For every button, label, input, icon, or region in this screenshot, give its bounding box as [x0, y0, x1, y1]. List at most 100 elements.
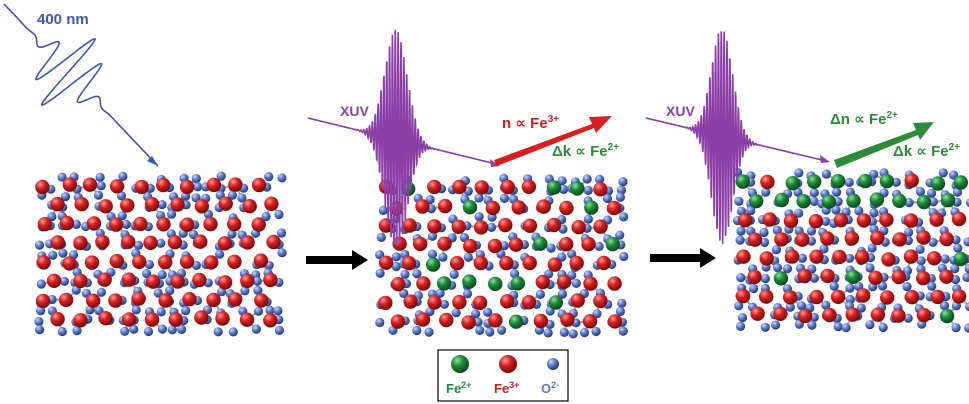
fe3-atom	[263, 272, 278, 288]
fe3-atom	[206, 177, 222, 193]
fe3-atom	[511, 200, 526, 215]
oxygen-atom	[736, 226, 746, 236]
oxygen-atom	[72, 326, 82, 336]
fe3-atom	[832, 249, 847, 265]
oxygen-atom	[616, 185, 627, 195]
fe3-atom	[50, 196, 65, 212]
oxygen-atom	[557, 289, 568, 299]
fe3-atom	[930, 289, 945, 305]
oxygen-atom	[796, 301, 807, 311]
fe3-atom	[97, 272, 112, 287]
fe3-atom	[891, 308, 906, 323]
oxygen-atom	[253, 285, 263, 295]
oxygen-atom	[809, 188, 819, 198]
oxygen-atom	[965, 198, 969, 208]
oxygen-atom	[144, 259, 154, 270]
lattice-panel-excited-state	[375, 173, 629, 339]
oxygen-atom	[497, 325, 507, 335]
oxygen-atom	[48, 250, 58, 260]
fe3-atom	[500, 294, 515, 309]
fe2-atom	[605, 236, 620, 252]
fe3-atom	[892, 232, 907, 247]
oxygen-atom	[594, 241, 604, 251]
fe3-atom	[533, 313, 549, 329]
refractive-index-label-2-main: Δn ∝ Fe	[830, 111, 886, 128]
fe3-atom	[437, 236, 452, 251]
fe3-atom	[903, 249, 919, 264]
fe3-atom	[581, 236, 596, 252]
lattice-panel-relaxed-state	[732, 167, 969, 333]
oxygen-atom	[618, 177, 628, 187]
fe3-atom	[73, 313, 88, 328]
oxygen-atom	[34, 240, 45, 250]
fe3-atom	[856, 213, 872, 228]
fe2-atom	[807, 174, 822, 189]
legend-label-fe3: Fe3+	[494, 380, 519, 396]
fe3-atom	[439, 312, 454, 328]
oxygen-atom	[277, 248, 287, 258]
fe3-atom	[822, 307, 837, 323]
fe3-atom	[378, 255, 394, 270]
oxygen-atom	[57, 326, 67, 337]
oxygen-atom	[749, 283, 759, 294]
xuv-pulse-icon	[645, 31, 830, 244]
oxygen-atom	[821, 216, 831, 226]
fe3-atom	[759, 289, 774, 304]
fe3-atom	[227, 217, 242, 232]
fe3-atom	[747, 269, 762, 285]
oxygen-atom	[734, 196, 744, 206]
fe3-atom	[170, 197, 185, 212]
oxygen-atom	[845, 283, 855, 293]
oxygen-atom	[375, 268, 385, 278]
fe3-atom	[904, 289, 920, 305]
oxygen-atom	[760, 322, 770, 332]
fe3-atom	[73, 273, 88, 289]
fe3-atom	[916, 307, 932, 323]
legend-label-o2-sup: 2-	[551, 380, 559, 390]
fe3-atom	[121, 234, 136, 249]
fe3-atom	[870, 230, 885, 246]
oxygen-atom	[36, 306, 46, 316]
fe3-atom	[98, 311, 113, 326]
fe3-atom	[121, 312, 137, 327]
oxygen-atom	[237, 193, 247, 203]
lattice-panel-ground-state	[34, 171, 287, 337]
fe3-atom	[254, 293, 269, 308]
fe3-atom	[413, 236, 428, 252]
oxygen-atom	[619, 212, 629, 222]
fe2-atom	[930, 176, 946, 191]
oxygen-atom	[559, 327, 569, 337]
oxygen-atom	[964, 264, 969, 274]
oxygen-atom	[96, 181, 106, 191]
fe3-atom	[903, 213, 919, 228]
fe3-atom	[240, 273, 255, 288]
oxygen-atom	[819, 244, 829, 254]
oxygen-atom	[131, 305, 141, 315]
fe3-atom	[158, 254, 173, 270]
oxygen-atom	[462, 289, 473, 299]
fe3-atom	[144, 312, 160, 327]
oxygen-atom	[471, 309, 481, 319]
fe3-atom	[784, 249, 800, 264]
fe3-atom	[228, 292, 243, 307]
oxygen-atom	[928, 237, 938, 247]
fe3-atom	[98, 199, 113, 214]
oxygen-atom	[499, 193, 509, 203]
fe3-atom	[463, 238, 478, 254]
fe3-atom	[879, 212, 894, 227]
fe3-atom	[144, 196, 160, 212]
fe2-atom	[858, 173, 873, 189]
fe3-atom	[820, 268, 835, 284]
fe3-atom	[472, 295, 488, 310]
fe3-atom	[50, 235, 65, 250]
legend: Fe2+ Fe3+ O2-	[437, 349, 569, 402]
oxygen-atom	[177, 324, 187, 334]
fe3-atom	[474, 180, 489, 195]
oxygen-atom	[797, 253, 808, 263]
fe3-atom	[108, 217, 124, 232]
fe3-atom	[134, 179, 149, 195]
fe3-atom	[759, 251, 774, 266]
oxygen-atom	[535, 289, 546, 299]
fe3-atom	[217, 236, 233, 251]
fe3-atom	[264, 196, 279, 211]
